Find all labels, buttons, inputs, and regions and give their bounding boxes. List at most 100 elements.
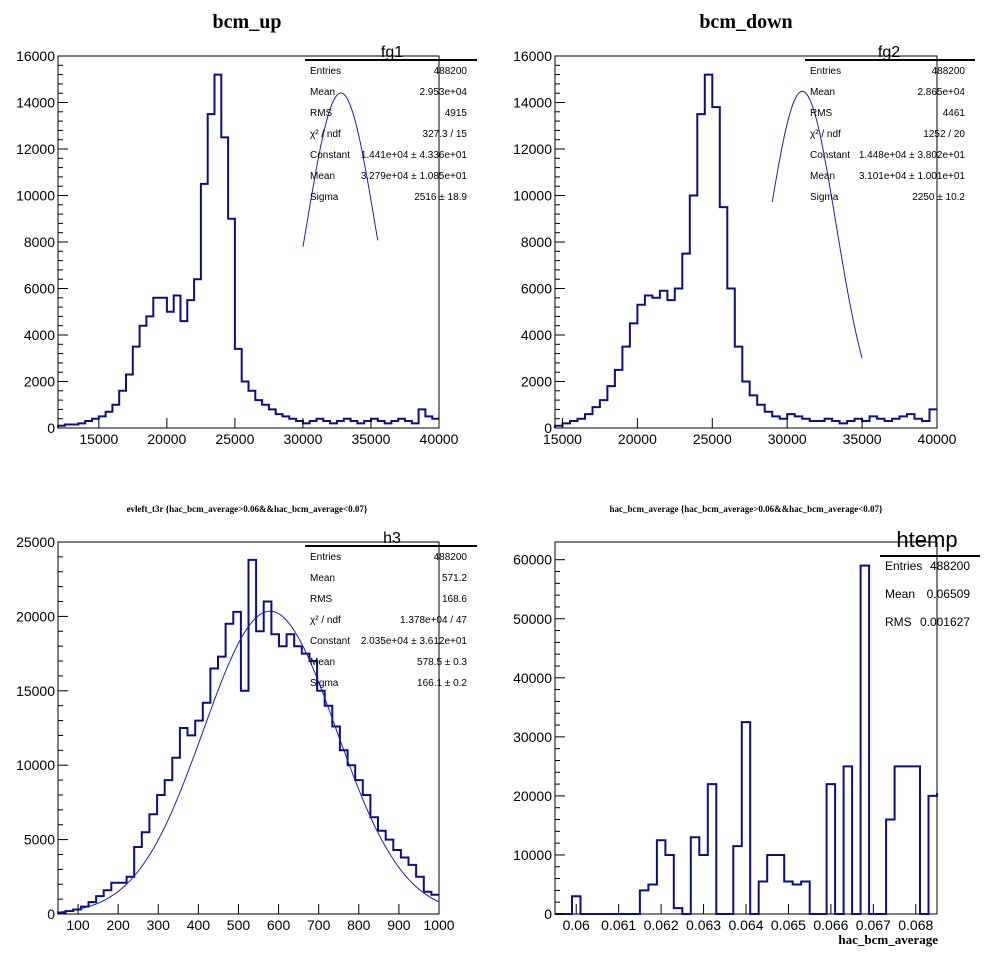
pad-3: 0 5000 10000 15000 20000 25000 100 200 300 400 500… (16, 530, 477, 933)
y-tick-label: 6000 (24, 281, 55, 297)
y-tick-label: 8000 (24, 234, 55, 250)
stats-row-value: 488200 (434, 552, 468, 563)
x-tick-label: 0.063 (686, 917, 721, 933)
x-tick-label: 1000 (423, 917, 454, 933)
stats-row-value: 166.1 ± 0.2 (417, 678, 467, 689)
y-tick-label: 2000 (24, 374, 55, 390)
stats-box-name: fg1 (381, 44, 403, 61)
stats-row-label: RMS (310, 594, 333, 605)
stats-row-value: 571.2 (442, 573, 467, 584)
y-tick-label: 6000 (521, 281, 552, 297)
stats-row-value: 3.101e+04 ± 1.001e+01 (859, 171, 966, 182)
plot-frame (57, 541, 440, 915)
stats-row-label: RMS (885, 615, 912, 629)
histogram-series (555, 564, 938, 915)
y-tick-label: 0 (544, 420, 552, 436)
stats-row-label: Sigma (310, 192, 339, 203)
histogram-series (57, 558, 439, 914)
x-tick-label: 30000 (768, 431, 807, 447)
histogram-series (554, 73, 937, 428)
plot-frame (554, 55, 938, 429)
pad3-title: evleft_t3r {hac_bcm_average>0.06&&hac_bc… (127, 504, 368, 514)
x-tick-label: 300 (147, 917, 171, 933)
stats-row-label: Entries (885, 559, 922, 573)
stats-row-label: Entries (310, 552, 341, 563)
x-tick-label: 0.065 (771, 917, 806, 933)
stats-row-value: 578.5 ± 0.3 (417, 657, 467, 668)
stats-row-label: Constant (310, 636, 350, 647)
x-tick-label: 400 (187, 917, 211, 933)
y-tick-label: 10000 (513, 847, 552, 863)
stats-row-value: 1252 / 20 (923, 129, 965, 140)
stats-row-value: 2.865e+04 (917, 87, 965, 98)
x-tick-label: 0.064 (728, 917, 763, 933)
gaussian-fit-curve (771, 90, 863, 359)
stats-row-label: Constant (310, 150, 350, 161)
stats-row-value: 3.279e+04 ± 1.085e+01 (361, 171, 468, 182)
stats-row-label: Mean (310, 87, 335, 98)
stats-row-label: RMS (810, 108, 833, 119)
stats-row-label: Mean (310, 171, 335, 182)
histogram-series (57, 73, 439, 428)
y-tick-label: 10000 (16, 757, 55, 773)
y-tick-label: 30000 (513, 729, 552, 745)
x-tick-label: 800 (347, 917, 371, 933)
stats-row-label: Mean (810, 87, 835, 98)
y-tick-label: 25000 (16, 534, 55, 550)
y-tick-label: 16000 (513, 48, 552, 64)
y-tick-label: 10000 (513, 188, 552, 204)
stats-row-value: 4915 (445, 108, 468, 119)
stats-row-value: 2.035e+04 ± 3.612e+01 (361, 636, 468, 647)
y-tick-label: 2000 (521, 374, 552, 390)
stats-row-value: 168.6 (442, 594, 467, 605)
x-tick-label: 0.061 (601, 917, 636, 933)
stats-row-label: Entries (310, 66, 341, 77)
stats-row-label: Mean (885, 587, 915, 601)
gaussian-fit-curve (57, 610, 440, 913)
plot-frame (57, 55, 440, 429)
y-tick-label: 20000 (16, 608, 55, 624)
x-tick-label: 0.068 (898, 917, 933, 933)
stats-row-label: Constant (810, 150, 850, 161)
stats-row-label: χ² / ndf (310, 129, 341, 140)
stats-row-value: 2250 ± 10.2 (912, 192, 965, 203)
y-tick-label: 4000 (24, 327, 55, 343)
x-tick-label: 0.06 (563, 917, 590, 933)
y-tick-label: 60000 (513, 552, 552, 568)
y-tick-label: 15000 (16, 683, 55, 699)
pad2-title: bcm_down (699, 11, 792, 33)
pad-4: 0 10000 20000 30000 40000 50000 60000 0.06 0.061… (513, 527, 980, 933)
y-tick-label: 16000 (16, 48, 55, 64)
stats-box-name: htemp (896, 527, 957, 552)
stats-row-label: χ² / ndf (810, 129, 841, 140)
stats-row-label: Sigma (810, 192, 839, 203)
stats-row-value: 488200 (930, 559, 970, 573)
y-tick-label: 0 (544, 906, 552, 922)
stats-row-value: 0.001627 (920, 615, 970, 629)
y-tick-label: 50000 (513, 611, 552, 627)
stats-row-label: χ² / ndf (310, 615, 341, 626)
x-tick-label: 700 (307, 917, 331, 933)
stats-row-value: 488200 (434, 66, 468, 77)
plot-frame (554, 541, 938, 915)
x-tick-label: 15000 (79, 431, 118, 447)
pad4-x-axis-label: hac_bcm_average (838, 932, 938, 947)
stats-row-value: 4461 (943, 108, 966, 119)
x-tick-label: 100 (66, 917, 90, 933)
y-tick-label: 12000 (16, 141, 55, 157)
stats-row-value: 2.953e+04 (419, 87, 467, 98)
pad-2: 0 2000 4000 6000 8000 10000 12000 14000 16000 150… (513, 44, 975, 447)
stats-row-value: 0.06509 (927, 587, 971, 601)
x-tick-label: 25000 (693, 431, 732, 447)
stats-row-value: 2516 ± 18.9 (414, 192, 467, 203)
x-tick-label: 15000 (543, 431, 582, 447)
x-tick-label: 30000 (283, 431, 322, 447)
pad1-title: bcm_up (213, 11, 282, 33)
x-tick-label: 40000 (918, 431, 957, 447)
x-tick-label: 0.066 (813, 917, 848, 933)
stats-box-name: fg2 (878, 44, 900, 61)
stats-row-label: Mean (310, 573, 335, 584)
y-tick-label: 40000 (513, 670, 552, 686)
stats-row-label: Entries (810, 66, 841, 77)
